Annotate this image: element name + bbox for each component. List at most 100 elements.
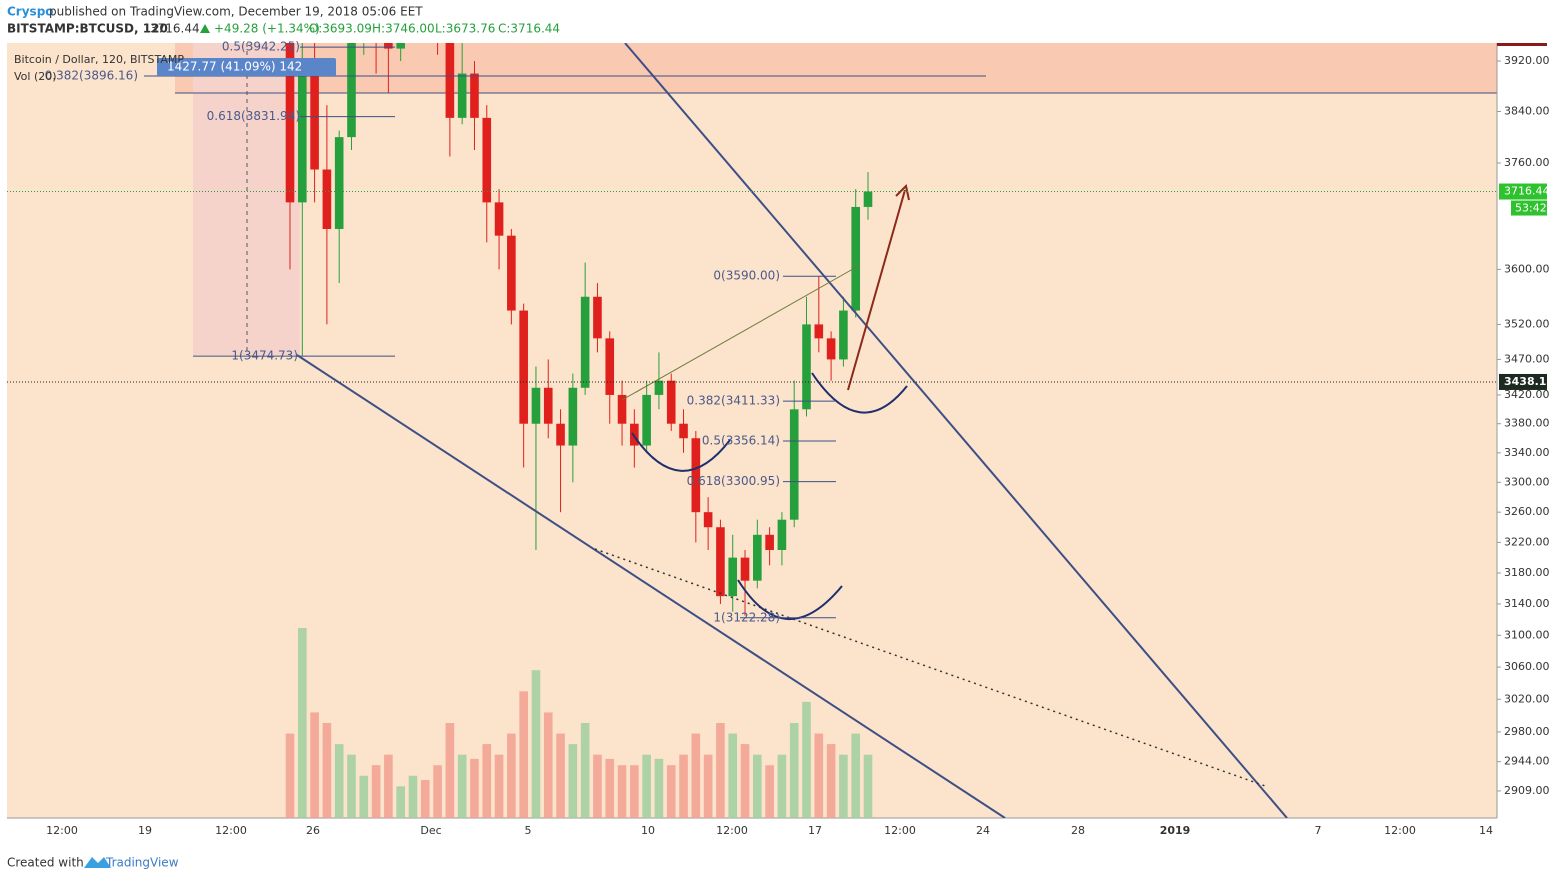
candle-body xyxy=(482,117,492,203)
volume-bar xyxy=(863,754,873,818)
y-tick-label: 3020.00 xyxy=(1504,692,1550,705)
candle-body xyxy=(814,324,824,339)
candle-body xyxy=(740,557,750,581)
fib-label: 0.5(3942.25) xyxy=(222,40,300,54)
fib-label: 0.618(3831.94) xyxy=(207,109,300,123)
x-tick-label: 28 xyxy=(1071,824,1085,837)
fib-label: 0.5(3356.14) xyxy=(702,434,780,448)
trendline xyxy=(621,264,861,401)
volume-label: Vol (20) xyxy=(14,70,57,83)
trendline xyxy=(296,354,1006,818)
candle-body xyxy=(580,296,590,388)
candle-body xyxy=(556,423,565,446)
candle-body xyxy=(630,423,639,446)
y-tick-label: 3340.00 xyxy=(1504,446,1550,459)
volume-pane xyxy=(285,628,873,818)
candle-body xyxy=(322,169,332,229)
volume-bar xyxy=(740,744,750,818)
candle-body xyxy=(826,338,836,360)
volume-bar xyxy=(507,733,516,818)
candle-body xyxy=(703,512,713,528)
candle-body xyxy=(863,191,873,207)
volume-bar xyxy=(691,733,701,818)
countdown: 53:42 xyxy=(1515,202,1547,215)
candle-body xyxy=(334,137,344,229)
x-tick-label: 19 xyxy=(138,824,152,837)
volume-bar xyxy=(556,733,565,818)
candle-body xyxy=(642,394,651,446)
x-tick-label: 5 xyxy=(525,824,532,837)
x-tick-label: 26 xyxy=(306,824,320,837)
candle-body xyxy=(777,519,787,550)
candle-body xyxy=(789,409,799,520)
volume-bar xyxy=(334,744,344,818)
volume-bar xyxy=(728,733,738,818)
cup xyxy=(631,432,731,472)
x-tick-label: 17 xyxy=(808,824,822,837)
up-icon xyxy=(200,24,210,33)
volume-bar xyxy=(630,765,639,818)
measure-label: 1427.77 (41.09%) 142 xyxy=(167,60,302,74)
volume-bar xyxy=(396,786,405,818)
candle-body xyxy=(285,43,295,203)
arrow-head xyxy=(895,183,910,201)
fib-label: 0.618(3300.95) xyxy=(687,474,780,488)
volume-bar xyxy=(814,733,824,818)
footer-brand: TradingView xyxy=(105,856,179,870)
volume-bar xyxy=(642,754,651,818)
candle-body xyxy=(445,43,455,118)
candle-body xyxy=(765,534,774,550)
volume-bar xyxy=(568,744,578,818)
volume-bar xyxy=(310,712,319,818)
x-tick-label: 10 xyxy=(641,824,655,837)
y-tick-label: 3060.00 xyxy=(1504,660,1550,673)
y-tick-label: 3760.00 xyxy=(1504,156,1550,169)
volume-bar xyxy=(654,758,664,818)
y-tick-label: 3470.00 xyxy=(1504,352,1550,365)
cup xyxy=(811,372,908,414)
cup xyxy=(737,579,843,621)
volume-bar xyxy=(494,754,504,818)
header-price: 3716.44 xyxy=(150,22,200,36)
fib-label: 1(3122.28) xyxy=(713,610,780,624)
volume-bar xyxy=(297,628,307,818)
candle-body xyxy=(654,380,664,395)
volume-bar xyxy=(789,723,799,818)
volume-bar xyxy=(457,754,467,818)
fib-label: 0.382(3896.16) xyxy=(45,68,138,82)
logo xyxy=(84,857,111,868)
volume-bar xyxy=(543,712,553,818)
candle-body xyxy=(666,380,676,424)
y-tick-label: 3260.00 xyxy=(1504,505,1550,518)
candle-body xyxy=(617,394,627,424)
footer-created: Created with xyxy=(7,856,84,870)
y-tick-label: 3140.00 xyxy=(1504,597,1550,610)
price-box xyxy=(1499,183,1547,200)
candle-body xyxy=(605,338,615,395)
volume-bar xyxy=(716,723,725,818)
countdown-box xyxy=(1511,200,1547,216)
trendline xyxy=(594,548,1269,788)
header-open: O:3693.09 xyxy=(309,22,372,36)
volume-bar xyxy=(777,754,787,818)
x-tick-label: 14 xyxy=(1479,824,1493,837)
candle-body xyxy=(728,557,738,597)
y-axis: 3920.00 3840.00 3760.00 3600.00 3520.00 3470.… xyxy=(1497,54,1550,797)
volume-bar xyxy=(593,754,602,818)
candle-body xyxy=(568,387,578,446)
volume-bar xyxy=(666,765,676,818)
candle-body xyxy=(716,527,725,597)
candle-body xyxy=(851,206,861,311)
volume-bar xyxy=(802,701,811,818)
candle-body xyxy=(691,438,701,513)
y-tick-label: 3520.00 xyxy=(1504,317,1550,330)
x-tick-label: 7 xyxy=(1315,824,1322,837)
volume-bar xyxy=(371,765,381,818)
candle-body xyxy=(347,43,356,138)
fib-label: 0(3590.00) xyxy=(713,269,780,283)
candle-body xyxy=(494,202,504,236)
volume-bar xyxy=(445,723,455,818)
header-change: +49.28 (+1.34%) xyxy=(214,22,320,36)
